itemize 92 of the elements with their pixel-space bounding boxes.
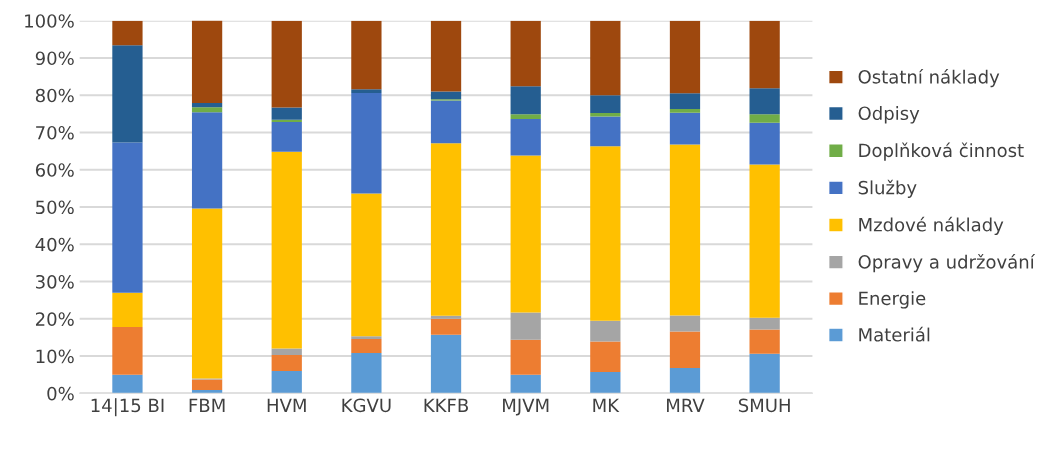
x-tick-label: SMUH xyxy=(738,398,790,413)
bar xyxy=(669,112,701,145)
x-tick-label: KGVU xyxy=(342,398,391,413)
bar xyxy=(271,354,302,371)
legend-label: Opravy a udržování xyxy=(858,254,1036,273)
bar xyxy=(271,370,302,394)
y-tick-label: 0% xyxy=(47,386,74,401)
y-tick-label: 10% xyxy=(36,349,74,364)
bar xyxy=(191,107,223,113)
bar xyxy=(351,20,382,90)
x-tick-label: 14|15 BI xyxy=(91,398,164,417)
bar xyxy=(749,88,780,115)
bar xyxy=(590,20,621,96)
bar xyxy=(271,20,302,108)
bar xyxy=(669,93,701,110)
bar xyxy=(351,353,382,394)
legend-label: Materiál xyxy=(859,326,930,342)
x-tick-label: MRV xyxy=(667,398,705,412)
y-tick-label: 80% xyxy=(35,88,74,103)
bar xyxy=(191,208,223,379)
bar xyxy=(112,20,143,46)
bar xyxy=(191,112,223,209)
x-tick-label: MK xyxy=(593,398,620,412)
bar xyxy=(510,119,541,156)
bar xyxy=(590,341,621,373)
y-tick-label: 60% xyxy=(35,163,74,177)
bar xyxy=(510,312,541,340)
bar xyxy=(749,317,780,330)
y-tick-label: 20% xyxy=(35,312,74,326)
bar xyxy=(430,318,462,335)
legend-label: Energie xyxy=(859,291,926,309)
bar xyxy=(669,331,701,368)
bar xyxy=(271,348,302,355)
bar xyxy=(749,164,780,318)
x-tick-label: MJVM xyxy=(503,398,549,416)
legend-label: Ostatní náklady xyxy=(858,68,1000,88)
y-tick-label: 30% xyxy=(36,274,74,289)
bar xyxy=(351,338,382,354)
bar xyxy=(351,193,382,337)
bar xyxy=(510,20,541,87)
bar xyxy=(430,334,462,394)
bar xyxy=(510,155,541,313)
legend-label: Doplňková činnost xyxy=(859,142,1024,161)
bar xyxy=(749,329,780,354)
bar xyxy=(271,122,302,152)
bar xyxy=(351,336,382,339)
y-tick-label: 90% xyxy=(35,51,74,66)
bar xyxy=(112,45,143,143)
bar xyxy=(112,142,143,293)
bar xyxy=(430,100,462,144)
legend-label: Odpisy xyxy=(858,106,920,124)
bar xyxy=(271,107,302,120)
bar xyxy=(510,114,541,120)
bar xyxy=(590,95,621,114)
bar xyxy=(669,20,701,94)
bar xyxy=(510,374,541,394)
x-tick-label: HVM xyxy=(267,398,306,412)
bar xyxy=(749,20,780,89)
bar xyxy=(669,315,701,332)
bar xyxy=(669,109,701,113)
bar xyxy=(749,114,780,123)
y-tick-label: 40% xyxy=(35,237,74,252)
bar xyxy=(510,86,541,115)
legend-label: Služby xyxy=(858,179,917,198)
bar xyxy=(430,315,462,319)
bar xyxy=(430,91,462,100)
legend-label: Mzdové náklady xyxy=(859,216,1004,236)
bar xyxy=(590,320,621,342)
bar xyxy=(749,353,780,394)
y-tick-label: 70% xyxy=(36,125,74,140)
bar xyxy=(430,143,462,316)
x-tick-label: KKFB xyxy=(424,398,468,412)
bar xyxy=(112,292,143,327)
bar xyxy=(590,146,621,321)
bar xyxy=(112,326,143,375)
bar xyxy=(749,122,780,165)
bar xyxy=(191,379,223,390)
bar xyxy=(351,89,382,93)
bar xyxy=(590,372,621,394)
y-tick-label: 100% xyxy=(25,14,74,28)
bar xyxy=(191,103,223,108)
bar xyxy=(430,20,462,92)
bar xyxy=(590,116,621,147)
y-tick-label: 50% xyxy=(36,200,74,215)
bar xyxy=(669,367,701,394)
bar xyxy=(271,151,302,349)
bar xyxy=(510,339,541,375)
x-tick-label: FBM xyxy=(189,398,225,412)
bar xyxy=(191,20,223,104)
bar xyxy=(112,374,143,394)
bar xyxy=(351,92,382,194)
bar xyxy=(669,144,701,316)
